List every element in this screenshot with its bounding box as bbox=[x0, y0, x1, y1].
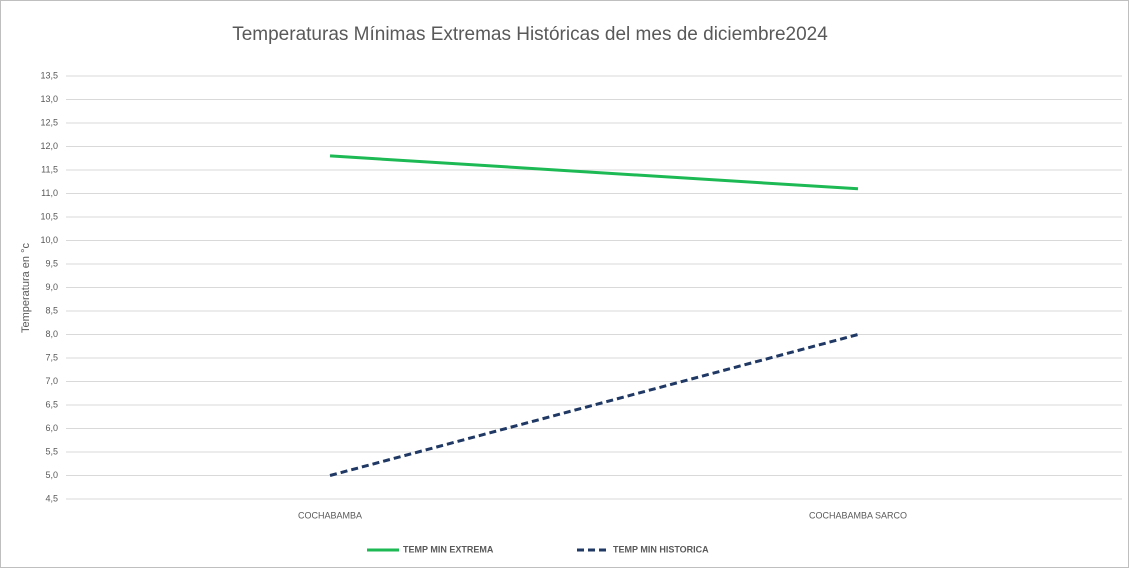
series-line bbox=[329, 333, 859, 477]
y-tick-label: 9,0 bbox=[45, 282, 58, 292]
y-tick-label: 10,0 bbox=[40, 235, 58, 245]
y-tick-label: 9,5 bbox=[45, 258, 58, 268]
x-tick-label: COCHABAMBA SARCO bbox=[809, 510, 907, 520]
y-tick-label: 6,5 bbox=[45, 399, 58, 409]
series-line bbox=[329, 154, 859, 191]
legend-label: TEMP MIN EXTREMA bbox=[403, 544, 494, 554]
y-tick-label: 10,5 bbox=[40, 211, 58, 221]
y-tick-label: 7,0 bbox=[45, 376, 58, 386]
y-tick-label: 5,0 bbox=[45, 470, 58, 480]
y-tick-label: 12,5 bbox=[40, 117, 58, 127]
y-tick-label: 8,0 bbox=[45, 329, 58, 339]
y-tick-label: 5,5 bbox=[45, 446, 58, 456]
y-axis-label: Temperatura en °c bbox=[20, 243, 32, 333]
x-tick-label: COCHABAMBA bbox=[298, 510, 362, 520]
legend-label: TEMP MIN HISTORICA bbox=[613, 544, 709, 554]
y-tick-label: 7,5 bbox=[45, 352, 58, 362]
y-tick-label: 11,0 bbox=[41, 188, 58, 198]
y-tick-label: 11,5 bbox=[41, 164, 58, 174]
chart-title: Temperaturas Mínimas Extremas Históricas… bbox=[232, 24, 828, 45]
y-tick-label: 8,5 bbox=[45, 305, 58, 315]
y-tick-label: 12,0 bbox=[40, 141, 58, 151]
y-tick-label: 13,0 bbox=[40, 94, 58, 104]
y-tick-label: 13,5 bbox=[40, 70, 58, 80]
y-tick-label: 4,5 bbox=[45, 493, 58, 503]
y-tick-label: 6,0 bbox=[45, 423, 58, 433]
